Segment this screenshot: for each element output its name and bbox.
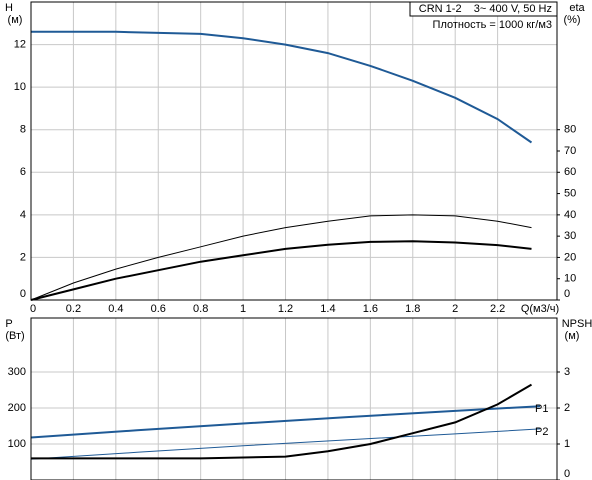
y2-tick-label: 2 (564, 402, 570, 414)
x-tick-label: 1.2 (278, 303, 293, 315)
y2-tick-label: 0 (564, 468, 570, 480)
x-tick-label: 0.8 (193, 303, 208, 315)
y-tick-label: 0 (20, 288, 26, 300)
y2-tick-label: 30 (564, 230, 576, 242)
x-tick-label: 0.4 (108, 303, 123, 315)
y2-tick-label: 10 (564, 273, 576, 285)
y-axis-label: P (5, 318, 12, 330)
series-label: P1 (535, 403, 548, 415)
plots: 0 0.2 0.4 0.6 0.8 1 1.2 1.4 1.6 1.8 2 2.20246810120… (5, 2, 592, 480)
y-tick-label: 100 (8, 438, 26, 450)
x-tick-label: 2.2 (490, 303, 505, 315)
y-tick-label: 300 (8, 366, 26, 378)
y2-tick-label: 80 (564, 124, 576, 136)
y2-tick-label: 50 (564, 187, 576, 199)
y2-tick-label: 70 (564, 145, 576, 157)
y2-axis-unit: (м) (565, 330, 580, 342)
y-tick-label: 4 (20, 209, 26, 221)
curve (31, 30, 533, 144)
x-tick-label: 1.6 (363, 303, 378, 315)
y2-tick-label: 20 (564, 251, 576, 263)
x-tick-label: 0 (30, 303, 36, 315)
y-axis-label: H (5, 2, 13, 14)
x-tick-label: 2 (452, 303, 458, 315)
y-tick-label: 2 (20, 251, 26, 263)
y-axis-unit: (м) (8, 14, 23, 26)
annotation: CRN 1-2 3~ 400 V, 50 Hz (419, 3, 552, 15)
x-tick-label: 1 (240, 303, 246, 315)
y2-axis-label: eta (569, 2, 585, 14)
x-tick-label: 1.4 (320, 303, 335, 315)
y2-axis-label: NPSH (562, 318, 592, 330)
curve (30, 405, 541, 439)
y-tick-label: 200 (8, 402, 26, 414)
annotation: Плотность = 1000 кг/м3 (433, 19, 552, 31)
y2-tick-label: 1 (564, 438, 570, 450)
x-axis-label: Q(м3/ч) (521, 303, 559, 315)
curve (30, 214, 532, 301)
x-tick-label: 1.8 (405, 303, 420, 315)
x-tick-label: 0.6 (151, 303, 166, 315)
legend-box (409, 1, 558, 17)
y-tick-label: 10 (14, 81, 26, 93)
y-tick-label: 12 (14, 38, 26, 50)
y2-tick-label: 60 (564, 166, 576, 178)
curve (30, 240, 532, 301)
y-tick-label: 6 (20, 166, 26, 178)
plot-frame (30, 317, 558, 480)
curve (31, 383, 533, 460)
y2-tick-label: 40 (564, 209, 576, 221)
plot-frame (30, 1, 558, 301)
y2-axis-unit: (%) (563, 14, 580, 26)
curve (30, 428, 541, 460)
y2-tick-label: 3 (564, 366, 570, 378)
x-tick-label: 0.2 (66, 303, 81, 315)
y-axis-unit: (Вт) (5, 330, 24, 342)
series-label: P2 (535, 426, 548, 438)
y2-tick-label: 0 (564, 288, 570, 300)
y-tick-label: 8 (20, 124, 26, 136)
